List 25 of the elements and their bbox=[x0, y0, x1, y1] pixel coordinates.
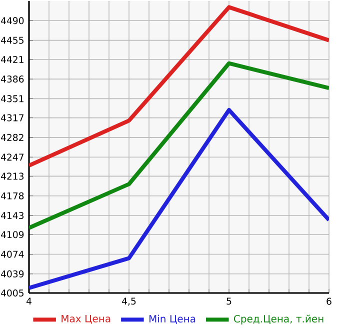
y-tick-label: 4386 bbox=[1, 76, 24, 83]
x-tick-label: 5 bbox=[226, 298, 232, 305]
y-tick-label: 4143 bbox=[1, 212, 24, 220]
y-tick-label: 4005 bbox=[1, 289, 24, 297]
x-tick-label: 4 bbox=[26, 298, 32, 305]
y-tick-label: 4317 bbox=[1, 114, 24, 122]
y-tick-label: 4247 bbox=[1, 154, 24, 161]
legend-label: Min Цена bbox=[149, 314, 196, 324]
y-tick-label: 4490 bbox=[1, 17, 24, 24]
legend-label: Сред.Цена, т.йен bbox=[234, 314, 324, 324]
y-tick-label: 4074 bbox=[1, 250, 24, 258]
y-tick-label: 4213 bbox=[1, 172, 24, 180]
line-series bbox=[29, 108, 330, 290]
line-series bbox=[29, 5, 330, 168]
x-tick-label: 6 bbox=[326, 298, 332, 305]
y-tick-label: 4178 bbox=[1, 192, 24, 200]
y-tick-label: 4421 bbox=[1, 56, 24, 63]
legend-label: Max Цена bbox=[62, 314, 110, 324]
line-series bbox=[29, 61, 330, 230]
y-tick-label: 4455 bbox=[1, 36, 24, 44]
y-tick-label: 4351 bbox=[1, 95, 24, 102]
y-tick-label: 4282 bbox=[1, 134, 24, 141]
y-tick-label: 4039 bbox=[1, 270, 24, 278]
x-tick-label: 4,5 bbox=[122, 298, 136, 306]
y-tick-label: 4109 bbox=[1, 231, 24, 238]
